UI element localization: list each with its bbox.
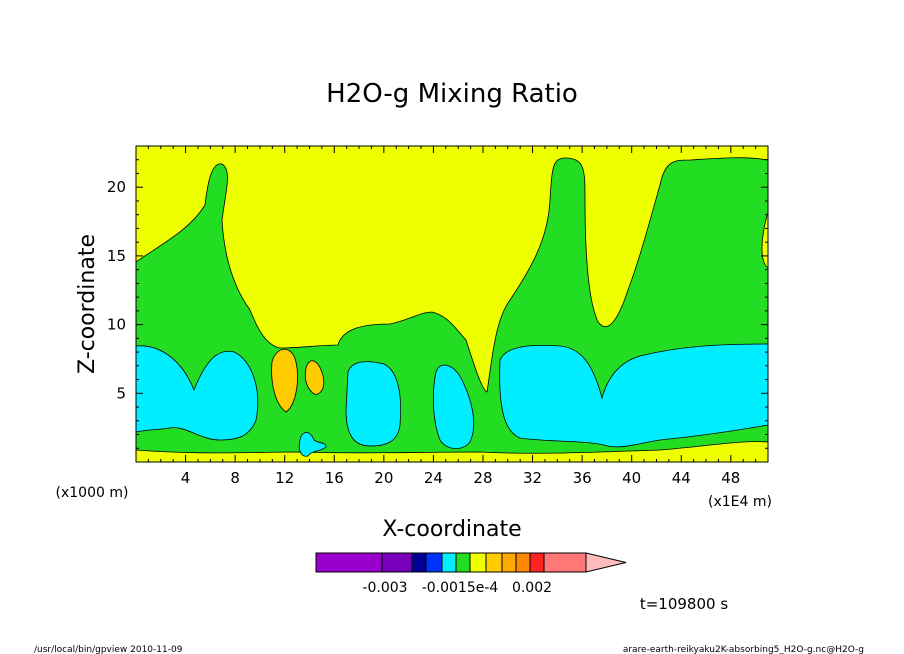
contour-fill-cyan-2 (345, 361, 402, 447)
x-axis-label: X-coordinate (382, 517, 521, 542)
x-tick-label: 8 (230, 469, 240, 487)
contour-fill-cyan-5 (298, 432, 327, 457)
chart-title: H2O-g Mixing Ratio (326, 79, 578, 109)
colorbar-swatch (469, 552, 487, 573)
colorbar-label-3: 0.002 (512, 580, 552, 596)
footer-right: arare-earth-reikyaku2K-absorbing5_H2O-g.… (623, 645, 864, 654)
colorbar-swatch (381, 552, 413, 573)
contour-fill-orange-1 (271, 348, 298, 413)
contour-fill-cyan-4 (499, 343, 768, 448)
contour-fill-cyan-3 (432, 364, 475, 449)
contour-plot (135, 145, 769, 463)
time-label: t=109800 s (640, 595, 728, 613)
y-tick-label: 5 (116, 384, 126, 402)
colorbar-swatch (515, 552, 531, 573)
x-tick-label: 20 (374, 469, 393, 487)
y-axis-label: Z-coordinate (75, 234, 100, 374)
colorbar-swatch (411, 552, 427, 573)
x-tick-label: 44 (672, 469, 691, 487)
y-tick-label: 20 (107, 178, 126, 196)
contour-fill-yellow-bottom (136, 441, 768, 462)
colorbar-swatch (543, 552, 587, 573)
x-unit-label: (x1E4 m) (708, 494, 772, 510)
y-tick-label: 15 (107, 247, 126, 265)
x-tick-label: 40 (622, 469, 641, 487)
x-tick-label: 24 (424, 469, 443, 487)
y-axis: 5 10 15 20 (107, 159, 768, 449)
x-tick-label: 36 (573, 469, 592, 487)
colorbar-label-1: -0.003 (362, 580, 407, 596)
x-tick-label: 48 (721, 469, 740, 487)
colorbar-swatch (485, 552, 503, 573)
x-axis: 4 8 12 16 20 24 28 32 36 40 44 48 (147, 146, 757, 487)
colorbar-arrow (585, 552, 627, 573)
footer-left: /usr/local/bin/gpview 2010-11-09 (34, 645, 183, 654)
colorbar-swatch (425, 552, 443, 573)
colorbar-swatch (441, 552, 457, 573)
x-tick-label: 28 (473, 469, 492, 487)
colorbar-swatch (529, 552, 545, 573)
contour-fill-cyan-1 (136, 345, 259, 441)
x-tick-label: 12 (275, 469, 294, 487)
contour-fill-orange-2 (304, 360, 325, 395)
y-tick-label: 10 (107, 316, 126, 334)
x-tick-label: 16 (325, 469, 344, 487)
x-tick-label: 4 (181, 469, 191, 487)
x-tick-label: 32 (523, 469, 542, 487)
colorbar (315, 552, 627, 573)
z-unit-label: (x1000 m) (56, 485, 129, 501)
colorbar-swatch (501, 552, 517, 573)
colorbar-swatch (455, 552, 471, 573)
colorbar-label-2: -0.0015e-4 (422, 580, 499, 596)
plot-frame (135, 145, 769, 463)
colorbar-swatch (315, 552, 383, 573)
